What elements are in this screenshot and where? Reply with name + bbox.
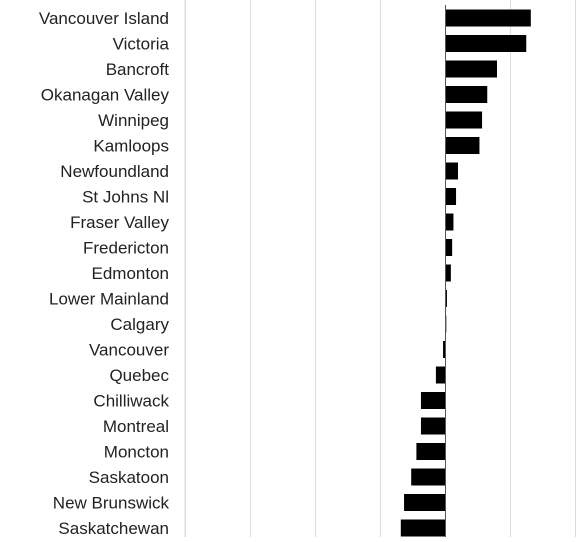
grid-lines: [184, 0, 576, 537]
category-label: Chilliwack: [93, 392, 169, 411]
category-label: Okanagan Valley: [41, 86, 170, 105]
bar: [445, 137, 480, 154]
category-label: Edmonton: [92, 264, 170, 283]
bar: [445, 35, 527, 52]
bar: [445, 239, 453, 256]
category-label: Bancroft: [106, 60, 170, 79]
category-label: Lower Mainland: [49, 290, 169, 309]
category-label: Saskatoon: [89, 468, 169, 487]
category-label: Moncton: [104, 443, 169, 462]
bar: [445, 9, 531, 27]
bar: [404, 494, 445, 511]
category-label: Fredericton: [83, 239, 169, 258]
category-labels: Vancouver Island Victoria Bancroft Okanagan…: [39, 9, 170, 538]
category-label: Quebec: [109, 366, 169, 385]
category-label: Saskatchewan: [58, 519, 169, 537]
category-label: St Johns Nl: [82, 188, 169, 207]
category-label: Newfoundland: [60, 162, 169, 181]
bar: [445, 111, 483, 129]
bar: [443, 341, 445, 358]
category-label: Kamloops: [93, 137, 169, 156]
category-label: Calgary: [110, 315, 169, 334]
category-label: Winnipeg: [98, 111, 169, 130]
bar: [445, 60, 497, 78]
bar: [420, 392, 445, 409]
category-label: Montreal: [103, 417, 169, 436]
bar: [400, 519, 445, 537]
bar: [411, 468, 445, 486]
category-label: Fraser Valley: [70, 213, 169, 232]
category-label: Victoria: [113, 35, 170, 54]
bar: [445, 162, 458, 180]
category-label: Vancouver: [89, 341, 169, 360]
bar: [445, 264, 451, 282]
category-label: New Brunswick: [53, 494, 170, 513]
bars: [400, 9, 531, 537]
bar: [445, 188, 457, 205]
bar: [445, 86, 488, 103]
bar: [435, 366, 445, 384]
category-label: Vancouver Island: [39, 9, 169, 28]
bar: [416, 443, 445, 460]
bar: [420, 417, 445, 435]
bar: [445, 213, 454, 231]
